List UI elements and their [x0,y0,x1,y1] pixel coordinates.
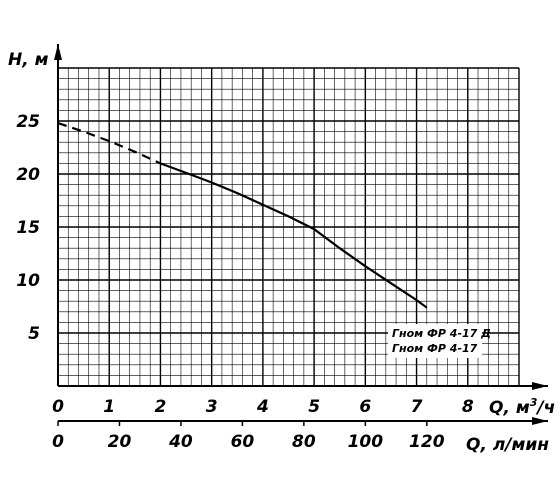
y-tick-label: 15 [16,218,40,238]
x-primary-tick-label: 2 [155,397,167,417]
series-group [57,122,428,309]
legend-entry-1: Гном ФР 4-17 Д [392,327,491,340]
x-secondary-tick-label: 60 [231,432,255,452]
x-secondary-tick-label: 20 [108,432,132,452]
x-primary-tick-label: 7 [411,397,423,417]
y-tick-label: 25 [16,112,40,132]
x-primary-tick-label: 1 [103,397,115,417]
legend-background [388,324,482,358]
x-axis-primary-label: Q, м3/ч [489,396,555,418]
x-axis-primary-arrow [532,382,548,390]
x-primary-tick-label: 8 [462,397,474,417]
legend-entry-2: Гном ФР 4-17 [392,342,478,355]
series-line-1 [57,122,161,165]
x-primary-tick-label: 0 [52,397,64,417]
x-axis-secondary-arrow [532,417,548,425]
y-tick-label: 10 [16,271,40,291]
x-secondary-tick-label: 80 [292,432,316,452]
y-axis-arrow [54,44,62,60]
x-axis-primary-label-base: Q, м [489,398,530,418]
x-secondary-tick-label: 0 [52,432,64,452]
x-primary-tick-label: 3 [206,397,218,417]
x-axis-secondary-label: Q, л/мин [466,435,549,455]
y-tick-label: 5 [28,324,40,344]
x-secondary-tick-label: 120 [409,432,445,452]
x-primary-tick-label: 5 [308,397,320,417]
x-primary-tick-label: 6 [359,397,371,417]
axes [54,44,548,425]
series-line-2 [160,162,428,309]
x-secondary-tick-label: 40 [168,432,193,452]
y-axis-label: H, м [8,50,49,70]
x-axis-primary-label-suffix: /ч [535,398,555,418]
y-tick-label: 20 [16,165,40,185]
x-secondary-tick-label: 100 [348,432,384,452]
x-primary-tick-label: 4 [256,397,269,417]
x-axis-primary-label-sup: 3 [530,396,538,409]
